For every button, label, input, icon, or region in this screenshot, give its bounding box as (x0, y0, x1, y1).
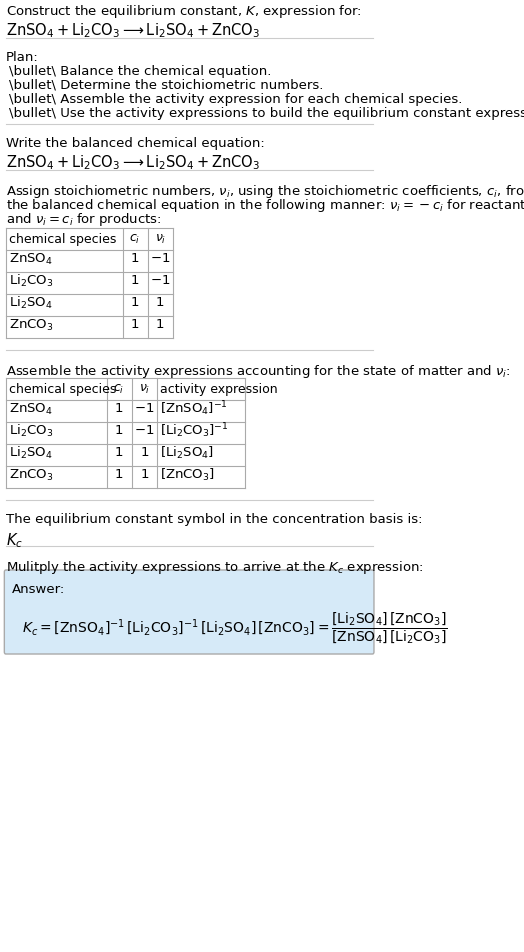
Text: $\mathrm{Li_2SO_4}$: $\mathrm{Li_2SO_4}$ (9, 294, 52, 310)
Text: 1: 1 (115, 468, 123, 481)
Text: $-1$: $-1$ (134, 402, 155, 415)
Text: $\mathrm{Li_2CO_3}$: $\mathrm{Li_2CO_3}$ (9, 423, 53, 439)
Text: 1: 1 (131, 274, 139, 288)
Text: $\mathrm{ZnSO_4 + Li_2CO_3 \longrightarrow Li_2SO_4 + ZnCO_3}$: $\mathrm{ZnSO_4 + Li_2CO_3 \longrightarr… (6, 21, 260, 40)
Text: 1: 1 (156, 318, 165, 331)
Text: 1: 1 (131, 318, 139, 331)
Text: \bullet\ Balance the chemical equation.: \bullet\ Balance the chemical equation. (9, 65, 271, 78)
Text: $\mathrm{ZnSO_4}$: $\mathrm{ZnSO_4}$ (9, 401, 52, 416)
Text: Answer:: Answer: (12, 583, 65, 595)
Text: 1: 1 (115, 402, 123, 415)
Text: 1: 1 (131, 296, 139, 309)
Text: 1: 1 (156, 296, 165, 309)
Text: \bullet\ Assemble the activity expression for each chemical species.: \bullet\ Assemble the activity expressio… (9, 93, 462, 106)
Text: $-1$: $-1$ (150, 252, 170, 266)
Text: 1: 1 (115, 446, 123, 459)
Text: $\mathrm{ZnCO_3}$: $\mathrm{ZnCO_3}$ (9, 317, 53, 332)
Text: $\mathrm{ZnSO_4}$: $\mathrm{ZnSO_4}$ (9, 251, 52, 267)
Text: Write the balanced chemical equation:: Write the balanced chemical equation: (6, 137, 265, 149)
Text: $[\mathrm{Li_2CO_3}]^{-1}$: $[\mathrm{Li_2CO_3}]^{-1}$ (160, 421, 229, 440)
Text: $[\mathrm{ZnSO_4}]^{-1}$: $[\mathrm{ZnSO_4}]^{-1}$ (160, 399, 228, 418)
Text: $-1$: $-1$ (150, 274, 170, 288)
Text: $\mathrm{ZnCO_3}$: $\mathrm{ZnCO_3}$ (9, 467, 53, 482)
Text: $c_i$: $c_i$ (129, 232, 140, 246)
Text: $\mathrm{Li_2SO_4}$: $\mathrm{Li_2SO_4}$ (9, 445, 52, 461)
Text: 1: 1 (131, 252, 139, 266)
Text: $-1$: $-1$ (134, 424, 155, 437)
Text: $[\mathrm{ZnCO_3}]$: $[\mathrm{ZnCO_3}]$ (160, 466, 215, 483)
Text: the balanced chemical equation in the following manner: $\nu_i = -c_i$ for react: the balanced chemical equation in the fo… (6, 197, 524, 214)
Text: Assign stoichiometric numbers, $\nu_i$, using the stoichiometric coefficients, $: Assign stoichiometric numbers, $\nu_i$, … (6, 183, 524, 200)
Text: and $\nu_i = c_i$ for products:: and $\nu_i = c_i$ for products: (6, 210, 161, 228)
Text: The equilibrium constant symbol in the concentration basis is:: The equilibrium constant symbol in the c… (6, 512, 422, 526)
Text: Assemble the activity expressions accounting for the state of matter and $\nu_i$: Assemble the activity expressions accoun… (6, 363, 510, 380)
Text: 1: 1 (140, 468, 149, 481)
Text: 1: 1 (115, 424, 123, 437)
Text: chemical species: chemical species (9, 382, 116, 395)
Text: Plan:: Plan: (6, 51, 39, 64)
Text: Mulitply the activity expressions to arrive at the $K_c$ expression:: Mulitply the activity expressions to arr… (6, 559, 423, 575)
Text: activity expression: activity expression (160, 382, 278, 395)
Text: 1: 1 (140, 446, 149, 459)
Text: $\mathrm{Li_2CO_3}$: $\mathrm{Li_2CO_3}$ (9, 272, 53, 288)
FancyBboxPatch shape (4, 570, 374, 654)
Text: $K_c$: $K_c$ (6, 530, 23, 549)
Text: $\mathrm{ZnSO_4 + Li_2CO_3 \longrightarrow Li_2SO_4 + ZnCO_3}$: $\mathrm{ZnSO_4 + Li_2CO_3 \longrightarr… (6, 153, 260, 171)
Text: Construct the equilibrium constant, $K$, expression for:: Construct the equilibrium constant, $K$,… (6, 3, 362, 20)
Text: \bullet\ Use the activity expressions to build the equilibrium constant expressi: \bullet\ Use the activity expressions to… (9, 107, 524, 120)
Text: $[\mathrm{Li_2SO_4}]$: $[\mathrm{Li_2SO_4}]$ (160, 445, 214, 461)
Text: $\nu_i$: $\nu_i$ (139, 382, 150, 395)
Text: $K_c = [\mathrm{ZnSO_4}]^{-1}\,[\mathrm{Li_2CO_3}]^{-1}\,[\mathrm{Li_2SO_4}]\,[\: $K_c = [\mathrm{ZnSO_4}]^{-1}\,[\mathrm{… (21, 610, 447, 645)
Text: $c_i$: $c_i$ (114, 382, 125, 395)
Text: \bullet\ Determine the stoichiometric numbers.: \bullet\ Determine the stoichiometric nu… (9, 79, 323, 92)
Text: $\nu_i$: $\nu_i$ (155, 232, 166, 246)
Text: chemical species: chemical species (9, 232, 116, 246)
